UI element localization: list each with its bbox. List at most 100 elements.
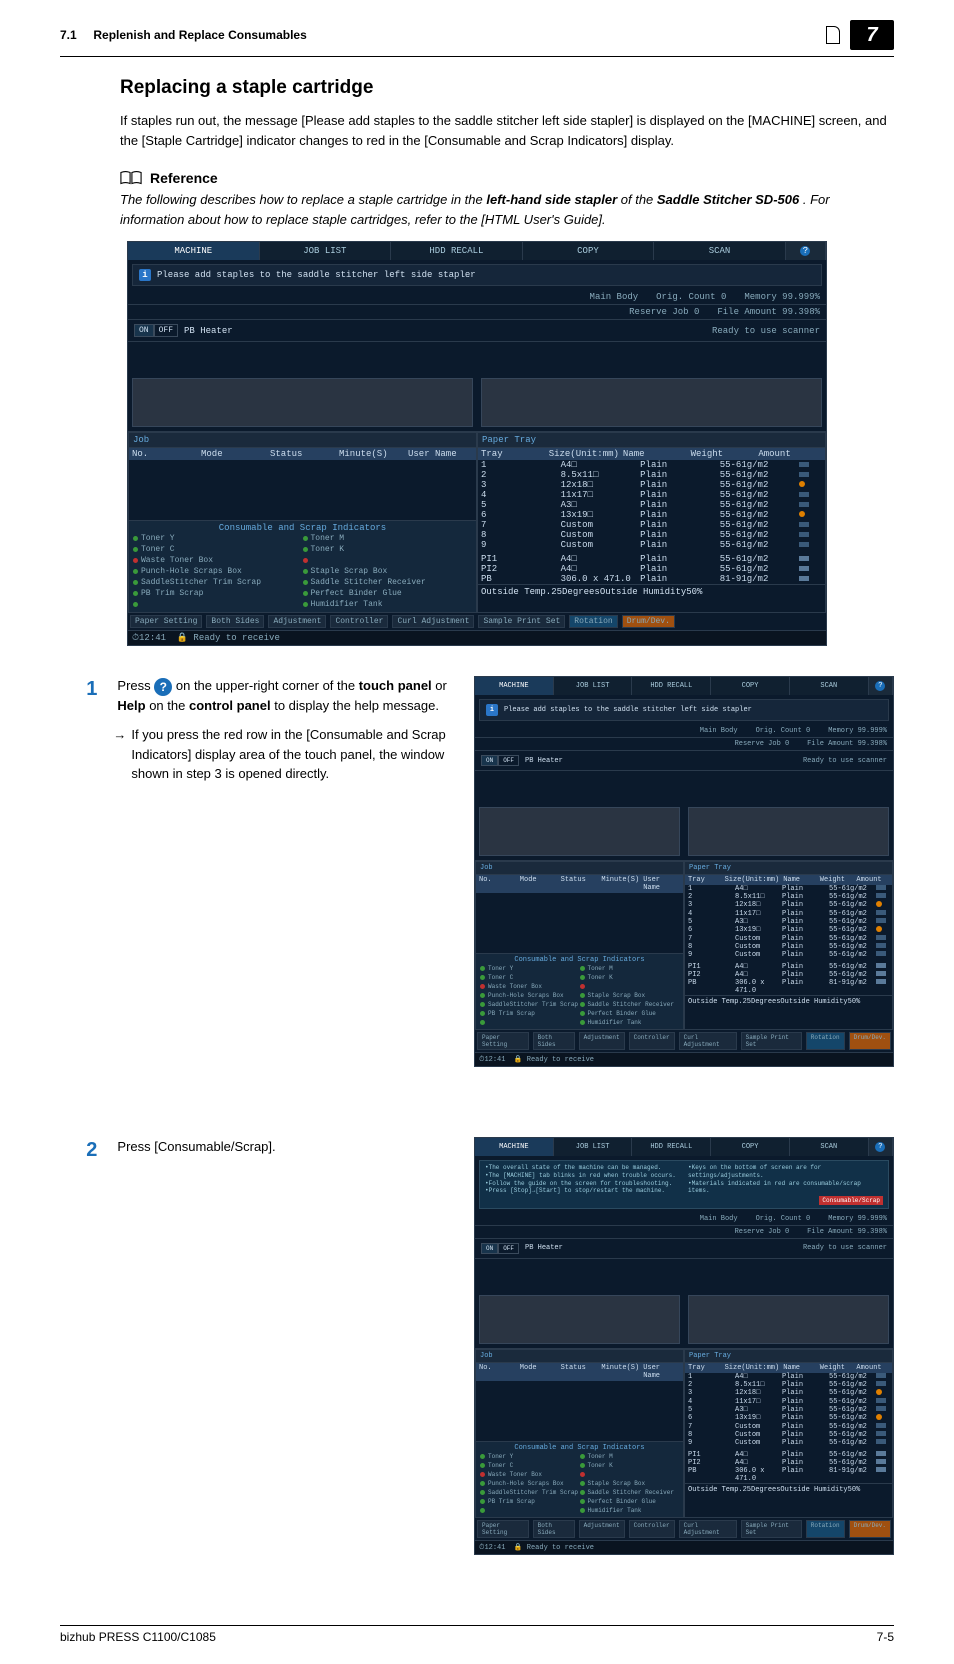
consumable-item[interactable]: Waste Toner Box — [480, 982, 580, 991]
mui-tab[interactable]: MACHINE — [128, 242, 260, 260]
heater-off[interactable]: OFF — [154, 324, 178, 337]
fbtn-curl[interactable]: Curl Adjustment — [679, 1032, 737, 1050]
mui-tab[interactable]: MACHINE — [475, 1138, 554, 1156]
tray-row[interactable]: 1A4□Plain55-61g/m2 — [685, 885, 892, 893]
consumable-scrap-button[interactable]: Consumable/Scrap — [819, 1196, 883, 1205]
tray-row[interactable]: 9CustomPlain55-61g/m2 — [685, 951, 892, 959]
tray-row[interactable]: PI1A4□Plain55-61g/m2 — [478, 554, 825, 564]
fbtn-both[interactable]: Both Sides — [533, 1520, 575, 1538]
consumable-item[interactable]: Perfect Binder Glue — [580, 1009, 680, 1018]
mui-tab[interactable]: HDD RECALL — [391, 242, 523, 260]
heater-on[interactable]: ON — [134, 324, 154, 337]
consumable-item[interactable]: SaddleStitcher Trim Scrap — [480, 1488, 580, 1497]
consumable-item[interactable]: Saddle Stitcher Receiver — [580, 1488, 680, 1497]
tray-row[interactable]: 613x19□Plain55-61g/m2 — [478, 510, 825, 520]
consumable-item[interactable]: Waste Toner Box — [133, 555, 303, 566]
fbtn-adjust[interactable]: Adjustment — [579, 1520, 625, 1538]
tray-row[interactable]: PB306.0 x 471.0Plain81-91g/m2 — [685, 979, 892, 995]
tray-row[interactable]: 9CustomPlain55-61g/m2 — [478, 540, 825, 550]
tray-row[interactable]: 8CustomPlain55-61g/m2 — [685, 1431, 892, 1439]
fbtn-paper[interactable]: Paper Setting — [130, 615, 202, 628]
mui-tab[interactable]: COPY — [711, 1138, 790, 1156]
mui-tab[interactable]: JOB LIST — [554, 1138, 633, 1156]
fbtn-curl[interactable]: Curl Adjustment — [392, 615, 474, 628]
fbtn-adjust[interactable]: Adjustment — [579, 1032, 625, 1050]
consumable-item[interactable]: PB Trim Scrap — [133, 588, 303, 599]
consumable-item[interactable]: Staple Scrap Box — [580, 991, 680, 1000]
consumable-panel[interactable]: Consumable and Scrap IndicatorsToner YTo… — [129, 520, 476, 612]
tray-row[interactable]: 411x17□Plain55-61g/m2 — [685, 1398, 892, 1406]
mui-help-tab[interactable]: ? — [786, 242, 826, 260]
mui-tab[interactable]: MACHINE — [475, 677, 554, 695]
fbtn-sample[interactable]: Sample Print Set — [741, 1032, 802, 1050]
fbtn-sample[interactable]: Sample Print Set — [478, 615, 565, 628]
tray-row[interactable]: 7CustomPlain55-61g/m2 — [685, 1423, 892, 1431]
tray-row[interactable]: 28.5x11□Plain55-61g/m2 — [685, 893, 892, 901]
consumable-item[interactable]: Staple Scrap Box — [580, 1479, 680, 1488]
mui-tab[interactable]: SCAN — [790, 677, 869, 695]
consumable-item[interactable]: SaddleStitcher Trim Scrap — [133, 577, 303, 588]
fbtn-controller[interactable]: Controller — [330, 615, 388, 628]
consumable-item[interactable]: Humidifier Tank — [303, 599, 473, 610]
consumable-item[interactable]: Perfect Binder Glue — [580, 1497, 680, 1506]
consumable-item[interactable] — [580, 1470, 680, 1479]
tray-row[interactable]: 312x18□Plain55-61g/m2 — [685, 1389, 892, 1398]
fbtn-drum[interactable]: Drum/Dev. — [849, 1520, 891, 1538]
consumable-item[interactable]: Toner K — [580, 973, 680, 982]
tray-row[interactable]: 5A3□Plain55-61g/m2 — [685, 918, 892, 926]
tray-row[interactable]: 613x19□Plain55-61g/m2 — [685, 926, 892, 935]
tray-row[interactable]: 1A4□Plain55-61g/m2 — [478, 460, 825, 470]
consumable-item[interactable]: Toner M — [303, 533, 473, 544]
tray-row[interactable]: 312x18□Plain55-61g/m2 — [478, 480, 825, 490]
consumable-item[interactable]: Punch-Hole Scraps Box — [480, 991, 580, 1000]
fbtn-drum[interactable]: Drum/Dev. — [849, 1032, 891, 1050]
mui-tab[interactable]: JOB LIST — [260, 242, 392, 260]
consumable-item[interactable]: PB Trim Scrap — [480, 1009, 580, 1018]
consumable-item[interactable]: Toner K — [303, 544, 473, 555]
consumable-item[interactable]: Punch-Hole Scraps Box — [133, 566, 303, 577]
fbtn-controller[interactable]: Controller — [629, 1032, 675, 1050]
consumable-panel[interactable]: Consumable and Scrap IndicatorsToner YTo… — [476, 1441, 683, 1517]
consumable-item[interactable] — [480, 1506, 580, 1515]
consumable-item[interactable]: Saddle Stitcher Receiver — [303, 577, 473, 588]
tray-row[interactable]: PI1A4□Plain55-61g/m2 — [685, 1451, 892, 1459]
fbtn-both[interactable]: Both Sides — [533, 1032, 575, 1050]
consumable-item[interactable]: Toner C — [480, 1461, 580, 1470]
consumable-item[interactable]: Toner Y — [480, 1452, 580, 1461]
tray-row[interactable]: 7CustomPlain55-61g/m2 — [478, 520, 825, 530]
consumable-item[interactable] — [133, 599, 303, 610]
consumable-item[interactable]: Perfect Binder Glue — [303, 588, 473, 599]
consumable-item[interactable] — [580, 982, 680, 991]
consumable-item[interactable]: Toner C — [480, 973, 580, 982]
fbtn-rotation[interactable]: Rotation — [569, 615, 617, 628]
consumable-item[interactable]: Toner Y — [133, 533, 303, 544]
mui-tab[interactable]: SCAN — [790, 1138, 869, 1156]
tray-row[interactable]: 8CustomPlain55-61g/m2 — [478, 530, 825, 540]
tray-row[interactable]: 613x19□Plain55-61g/m2 — [685, 1414, 892, 1423]
heater-off[interactable]: OFF — [498, 1243, 519, 1254]
fbtn-adjust[interactable]: Adjustment — [268, 615, 326, 628]
fbtn-controller[interactable]: Controller — [629, 1520, 675, 1538]
consumable-item[interactable]: Toner K — [580, 1461, 680, 1470]
fbtn-sample[interactable]: Sample Print Set — [741, 1520, 802, 1538]
mui-tab[interactable]: COPY — [523, 242, 655, 260]
tray-row[interactable]: 411x17□Plain55-61g/m2 — [478, 490, 825, 500]
fbtn-paper[interactable]: Paper Setting — [477, 1520, 529, 1538]
fbtn-paper[interactable]: Paper Setting — [477, 1032, 529, 1050]
mui-tab[interactable]: JOB LIST — [554, 677, 633, 695]
mui-tab[interactable]: COPY — [711, 677, 790, 695]
tray-row[interactable]: 1A4□Plain55-61g/m2 — [685, 1373, 892, 1381]
fbtn-rotation[interactable]: Rotation — [806, 1520, 845, 1538]
consumable-item[interactable]: Staple Scrap Box — [303, 566, 473, 577]
consumable-item[interactable]: Toner M — [580, 964, 680, 973]
mui-help-tab[interactable]: ? — [869, 1138, 893, 1156]
consumable-item[interactable]: PB Trim Scrap — [480, 1497, 580, 1506]
mui-help-tab[interactable]: ? — [869, 677, 893, 695]
tray-row[interactable]: PI2A4□Plain55-61g/m2 — [685, 1459, 892, 1467]
mui-tab[interactable]: HDD RECALL — [632, 677, 711, 695]
consumable-item[interactable]: SaddleStitcher Trim Scrap — [480, 1000, 580, 1009]
consumable-item[interactable] — [303, 555, 473, 566]
consumable-item[interactable]: Saddle Stitcher Receiver — [580, 1000, 680, 1009]
tray-row[interactable]: PI1A4□Plain55-61g/m2 — [685, 963, 892, 971]
consumable-item[interactable]: Humidifier Tank — [580, 1018, 680, 1027]
